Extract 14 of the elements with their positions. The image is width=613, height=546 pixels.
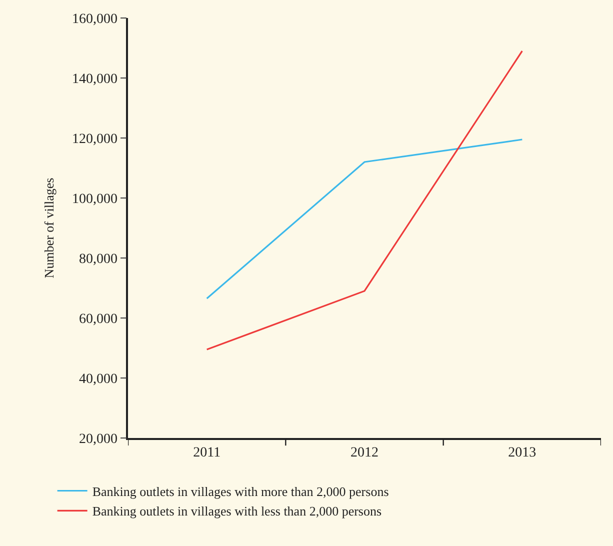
x-tick-label: 2012 — [350, 446, 378, 461]
y-tick-label: 20,000 — [78, 432, 118, 447]
y-tick-label: 60,000 — [78, 312, 118, 327]
y-tick-label: 40,000 — [78, 372, 118, 387]
y-tick-label: 140,000 — [72, 72, 118, 87]
legend-label: Banking outlets in villages with more than 2,000 persons — [92, 484, 389, 499]
legend-label: Banking outlets in villages with less than 2,000 persons — [92, 504, 382, 519]
y-tick-label: 100,000 — [72, 192, 118, 207]
y-tick-label: 80,000 — [78, 252, 118, 267]
y-tick-label: 160,000 — [72, 12, 118, 27]
y-tick-label: 120,000 — [72, 132, 118, 147]
x-tick-label: 2011 — [193, 446, 221, 461]
x-tick-label: 2013 — [508, 446, 536, 461]
y-axis-title: Number of villages — [41, 178, 56, 278]
